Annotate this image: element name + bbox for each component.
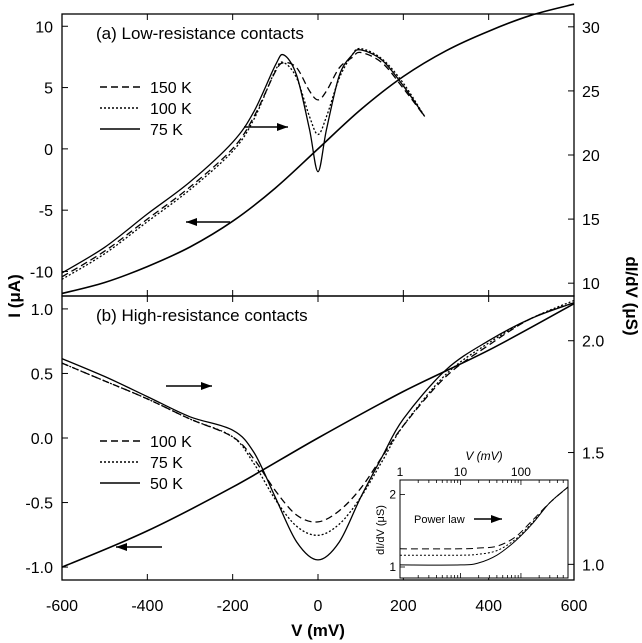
inset-y-label: dI/dV (μS) xyxy=(375,505,387,555)
x-tick-label: -400 xyxy=(131,598,163,615)
left-tick-label: -1.0 xyxy=(25,560,53,577)
legend-label: 75 K xyxy=(150,122,183,139)
plot-frame xyxy=(61,13,575,297)
didv-series-line xyxy=(61,49,426,274)
legend-label: 150 K xyxy=(150,80,192,97)
axis-arrow-1-head xyxy=(116,543,127,551)
inset-annotation-arrow-head xyxy=(491,515,502,523)
x-tick-label: 200 xyxy=(390,598,417,615)
x-tick-label: -600 xyxy=(46,598,78,615)
left-axis-label: I (μA) xyxy=(5,274,24,317)
inset-annotation: Power law xyxy=(414,514,465,526)
left-tick-label: -10 xyxy=(30,264,53,281)
left-tick-label: 10 xyxy=(35,19,53,36)
inset-y-tick-label: 2 xyxy=(389,488,396,502)
panel-a: 10 5 0 -5 -10 30 25 20 15 10 (a) Low-resistance co… xyxy=(30,3,600,297)
left-tick-label: -5 xyxy=(39,203,53,220)
left-tick-label: 1.0 xyxy=(31,302,53,319)
x-tick-label: 400 xyxy=(475,598,502,615)
iv-curve xyxy=(61,3,575,295)
axis-arrow-0-head xyxy=(277,123,288,131)
inset-y-tick-label: 1 xyxy=(389,560,396,574)
right-tick-label: 10 xyxy=(582,276,600,293)
right-tick-label: 25 xyxy=(582,84,600,101)
didv-series-line xyxy=(61,51,426,278)
iv-curve xyxy=(61,302,575,568)
inset-series-line xyxy=(399,486,569,566)
right-tick-label: 15 xyxy=(582,212,600,229)
left-tick-label: 0.5 xyxy=(31,366,53,383)
didv-series-line xyxy=(61,299,575,536)
right-tick-label: 1.0 xyxy=(582,557,604,574)
panel-b: 1.0 0.5 0.0 -0.5 -1.0 2.0 1.5 1.0 (b) High-resis… xyxy=(25,295,604,581)
inset-x-tick-label: 1 xyxy=(397,465,404,479)
inset-x-tick-label: 10 xyxy=(454,465,468,479)
left-tick-label: 0.0 xyxy=(31,431,53,448)
right-axis-label: dI/dV (μS) xyxy=(622,256,641,335)
legend-label: 75 K xyxy=(150,455,183,472)
axis-arrow-1-head xyxy=(186,218,197,226)
x-tick-label: -200 xyxy=(217,598,249,615)
inset-x-label: V (mV) xyxy=(465,449,502,463)
x-tick-label: 0 xyxy=(314,598,323,615)
legend-label: 100 K xyxy=(150,434,192,451)
x-axis-label: V (mV) xyxy=(291,621,345,640)
right-tick-label: 1.5 xyxy=(582,446,604,463)
didv-series-line xyxy=(61,302,575,561)
inset-frame xyxy=(399,479,569,579)
didv-series-line xyxy=(61,47,426,280)
right-tick-label: 20 xyxy=(582,148,600,165)
inset-x-tick-label: 100 xyxy=(511,465,531,479)
axis-labels: -600 -400 -200 0 200 400 600 V (mV) I (μA) dI/dV … xyxy=(5,256,641,640)
axis-arrow-0-head xyxy=(201,382,212,390)
didv-series-line xyxy=(61,302,575,523)
panel-title: (a) Low-resistance contacts xyxy=(96,24,304,43)
x-tick-label: 600 xyxy=(561,598,588,615)
left-tick-label: 5 xyxy=(44,81,53,98)
panel-title: (b) High-resistance contacts xyxy=(96,306,308,325)
legend-label: 50 K xyxy=(150,476,183,493)
right-tick-label: 30 xyxy=(582,20,600,37)
legend-label: 100 K xyxy=(150,101,192,118)
left-tick-label: -0.5 xyxy=(25,496,53,513)
left-tick-label: 0 xyxy=(44,142,53,159)
right-tick-label: 2.0 xyxy=(582,334,604,351)
